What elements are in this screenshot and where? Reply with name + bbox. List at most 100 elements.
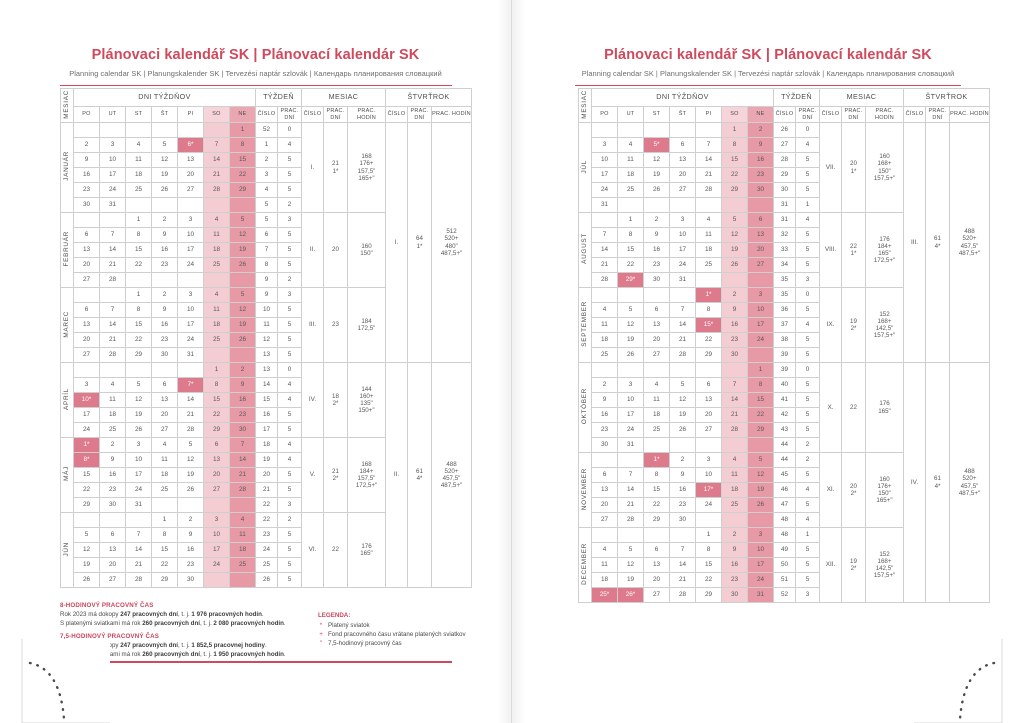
day-cell[interactable]: 8 [721, 137, 748, 153]
day-cell[interactable]: 21 [229, 467, 256, 483]
day-cell[interactable]: 22 [125, 257, 152, 273]
day-cell[interactable]: 27 [669, 182, 696, 198]
day-cell[interactable]: 5 [617, 542, 644, 558]
day-cell[interactable]: 1 [617, 212, 644, 228]
day-cell[interactable]: 27 [99, 572, 126, 588]
day-cell[interactable]: 2 [721, 287, 748, 303]
day-cell[interactable]: 17* [695, 482, 722, 498]
day-cell[interactable]: 29 [151, 572, 178, 588]
day-cell[interactable]: 21 [669, 332, 696, 348]
day-cell[interactable]: 17 [203, 542, 230, 558]
day-cell[interactable]: 14 [229, 452, 256, 468]
day-cell[interactable]: 15 [151, 542, 178, 558]
day-cell[interactable]: 5 [229, 287, 256, 303]
day-cell[interactable]: 12 [747, 467, 774, 483]
day-cell[interactable]: 7 [721, 377, 748, 393]
day-cell[interactable]: 3 [617, 377, 644, 393]
day-cell[interactable]: 2 [177, 512, 204, 528]
day-cell[interactable]: 11 [721, 467, 748, 483]
day-cell[interactable]: 18 [591, 332, 618, 348]
day-cell[interactable]: 25 [591, 347, 618, 363]
day-cell[interactable]: 19 [617, 332, 644, 348]
day-cell[interactable]: 8 [643, 467, 670, 483]
day-cell[interactable]: 6 [203, 437, 230, 453]
day-cell[interactable]: 9 [669, 467, 696, 483]
day-cell[interactable]: 9 [643, 227, 670, 243]
day-cell[interactable]: 8 [695, 302, 722, 318]
day-cell[interactable]: 20 [151, 407, 178, 423]
day-cell[interactable]: 6 [643, 302, 670, 318]
day-cell[interactable]: 30 [177, 572, 204, 588]
day-cell[interactable]: 30 [591, 437, 618, 453]
day-cell[interactable]: 8 [125, 302, 152, 318]
day-cell[interactable]: 10 [669, 227, 696, 243]
day-cell[interactable]: 11 [203, 227, 230, 243]
day-cell[interactable]: 3 [591, 137, 618, 153]
day-cell[interactable]: 20 [203, 467, 230, 483]
day-cell[interactable]: 22 [73, 482, 100, 498]
day-cell[interactable]: 4 [203, 212, 230, 228]
day-cell[interactable]: 24 [125, 482, 152, 498]
day-cell[interactable]: 15 [229, 152, 256, 168]
day-cell[interactable]: 28 [99, 347, 126, 363]
day-cell[interactable]: 22 [617, 257, 644, 273]
day-cell[interactable]: 18 [203, 317, 230, 333]
day-cell[interactable]: 15 [73, 467, 100, 483]
day-cell[interactable]: 17 [177, 317, 204, 333]
day-cell[interactable]: 26 [721, 257, 748, 273]
day-cell[interactable]: 11 [151, 452, 178, 468]
day-cell[interactable]: 28 [669, 347, 696, 363]
day-cell[interactable]: 3 [203, 512, 230, 528]
day-cell[interactable]: 12 [669, 392, 696, 408]
day-cell[interactable]: 16 [151, 242, 178, 258]
day-cell[interactable]: 22 [695, 572, 722, 588]
day-cell[interactable]: 30 [229, 422, 256, 438]
day-cell[interactable]: 25 [99, 422, 126, 438]
day-cell[interactable]: 23 [73, 182, 100, 198]
day-cell[interactable]: 2 [591, 377, 618, 393]
day-cell[interactable]: 18 [643, 407, 670, 423]
day-cell[interactable]: 12 [229, 302, 256, 318]
day-cell[interactable]: 6 [591, 467, 618, 483]
day-cell[interactable]: 26 [617, 347, 644, 363]
day-cell[interactable]: 2 [721, 527, 748, 543]
day-cell[interactable]: 23 [591, 422, 618, 438]
day-cell[interactable]: 26* [617, 587, 644, 603]
day-cell[interactable]: 6* [177, 137, 204, 153]
day-cell[interactable]: 30 [643, 272, 670, 288]
day-cell[interactable]: 28 [695, 182, 722, 198]
day-cell[interactable]: 20 [643, 572, 670, 588]
day-cell[interactable]: 29 [229, 182, 256, 198]
day-cell[interactable]: 11 [229, 527, 256, 543]
day-cell[interactable]: 16 [721, 557, 748, 573]
day-cell[interactable]: 4 [617, 137, 644, 153]
day-cell[interactable]: 7 [695, 137, 722, 153]
day-cell[interactable]: 5 [151, 137, 178, 153]
day-cell[interactable]: 4 [229, 512, 256, 528]
day-cell[interactable]: 2 [669, 452, 696, 468]
day-cell[interactable]: 16 [229, 392, 256, 408]
day-cell[interactable]: 14 [669, 317, 696, 333]
day-cell[interactable]: 1 [125, 212, 152, 228]
day-cell[interactable]: 29 [125, 347, 152, 363]
day-cell[interactable]: 19 [73, 557, 100, 573]
day-cell[interactable]: 20 [591, 497, 618, 513]
day-cell[interactable]: 4 [591, 542, 618, 558]
day-cell[interactable]: 17 [125, 467, 152, 483]
day-cell[interactable]: 26 [151, 182, 178, 198]
day-cell[interactable]: 5 [125, 377, 152, 393]
day-cell[interactable]: 6 [99, 527, 126, 543]
day-cell[interactable]: 1 [229, 122, 256, 138]
day-cell[interactable]: 29 [695, 587, 722, 603]
day-cell[interactable]: 8 [617, 227, 644, 243]
day-cell[interactable]: 20 [177, 167, 204, 183]
day-cell[interactable]: 13 [747, 227, 774, 243]
day-cell[interactable]: 25 [643, 422, 670, 438]
day-cell[interactable]: 14 [125, 542, 152, 558]
day-cell[interactable]: 12 [125, 392, 152, 408]
day-cell[interactable]: 23 [151, 332, 178, 348]
day-cell[interactable]: 15 [125, 242, 152, 258]
day-cell[interactable]: 14 [99, 242, 126, 258]
day-cell[interactable]: 19 [229, 242, 256, 258]
day-cell[interactable]: 31 [617, 437, 644, 453]
